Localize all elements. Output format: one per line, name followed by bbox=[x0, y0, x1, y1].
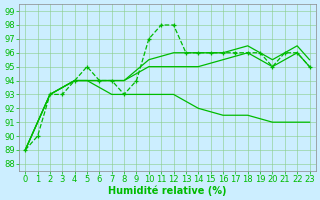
X-axis label: Humidité relative (%): Humidité relative (%) bbox=[108, 185, 227, 196]
